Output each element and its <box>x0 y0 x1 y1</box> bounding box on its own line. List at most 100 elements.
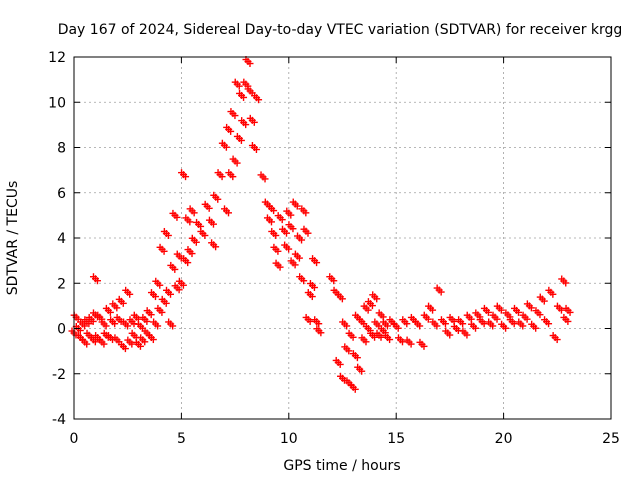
data-point <box>89 273 101 285</box>
data-point <box>289 198 301 210</box>
data-point <box>238 117 250 129</box>
data-point <box>147 289 159 301</box>
y-tick-label: 6 <box>57 186 66 202</box>
data-point <box>124 336 136 348</box>
x-tick-label: 0 <box>70 431 79 447</box>
data-point <box>480 304 492 316</box>
data-point <box>223 123 235 135</box>
data-point <box>354 363 366 375</box>
data-point <box>446 313 458 325</box>
data-point <box>304 289 316 301</box>
data-point <box>94 311 106 323</box>
data-point <box>298 205 310 217</box>
data-point <box>214 169 226 181</box>
x-tick-label: 10 <box>280 431 298 447</box>
data-point <box>349 350 361 362</box>
data-point <box>96 336 108 348</box>
data-point <box>536 293 548 305</box>
data-point <box>248 142 260 153</box>
data-point <box>156 243 168 255</box>
data-point <box>120 318 132 330</box>
data-point <box>227 108 239 120</box>
data-point <box>117 341 129 353</box>
data-point <box>182 214 194 226</box>
data-point <box>122 286 134 298</box>
data-point <box>246 114 258 126</box>
x-tick-label: 5 <box>177 431 186 447</box>
data-point <box>218 139 230 151</box>
data-point <box>420 311 432 323</box>
data-point <box>163 286 175 298</box>
data-point <box>549 332 561 344</box>
data-point <box>433 284 445 296</box>
data-point <box>201 200 213 212</box>
data-point <box>476 316 488 328</box>
data-point <box>126 316 138 328</box>
data-point <box>562 304 574 316</box>
grid-lines <box>74 57 611 419</box>
data-point <box>229 155 241 167</box>
data-point <box>130 311 142 323</box>
data-point <box>87 334 99 346</box>
data-point <box>506 316 518 328</box>
data-point <box>287 257 299 269</box>
data-point <box>193 218 205 230</box>
data-point <box>77 318 89 330</box>
data-point <box>143 307 155 319</box>
y-axis-ticks: -4 -2 0 2 4 6 8 10 12 <box>48 50 611 428</box>
data-point <box>205 216 217 228</box>
data-point <box>425 302 437 314</box>
data-point <box>390 320 402 332</box>
x-tick-label: 20 <box>495 431 513 447</box>
data-point <box>326 273 338 285</box>
data-point <box>360 302 372 314</box>
data-point <box>85 313 97 325</box>
data-point <box>296 273 308 285</box>
data-point <box>463 311 475 323</box>
y-tick-label: 10 <box>48 95 66 111</box>
data-point <box>169 209 181 221</box>
data-point <box>281 241 293 253</box>
data-point <box>79 336 91 348</box>
data-point <box>541 316 553 328</box>
data-point <box>208 239 220 251</box>
data-point <box>171 282 183 294</box>
data-point <box>158 295 170 307</box>
data-point <box>109 300 121 312</box>
data-point <box>115 295 127 307</box>
data-point <box>371 318 383 330</box>
data-point <box>236 89 248 101</box>
data-point <box>515 318 527 330</box>
data-point <box>102 304 114 316</box>
data-point <box>145 332 157 344</box>
data-point <box>468 320 480 332</box>
data-point <box>154 304 166 316</box>
data-point <box>294 232 306 244</box>
data-point <box>545 286 557 298</box>
data-point <box>279 225 291 237</box>
data-point <box>272 259 284 271</box>
data-point <box>225 169 237 181</box>
data-point <box>375 309 387 321</box>
data-point <box>175 277 187 289</box>
y-tick-label: -4 <box>52 412 66 428</box>
data-point <box>394 334 406 346</box>
data-point <box>81 316 93 328</box>
data-point <box>399 316 411 328</box>
data-point <box>339 318 351 330</box>
data-point <box>442 327 454 339</box>
data-point <box>302 313 314 325</box>
y-tick-label: -2 <box>52 367 66 383</box>
data-point <box>403 336 415 348</box>
data-point <box>367 329 379 341</box>
data-point <box>167 261 179 273</box>
x-tick-label: 15 <box>387 431 405 447</box>
data-point <box>345 329 357 341</box>
data-point <box>291 250 303 262</box>
data-point <box>270 243 282 255</box>
x-axis-ticks: 0 5 10 15 20 25 <box>70 57 620 447</box>
data-point <box>450 323 462 334</box>
data-point <box>263 214 275 226</box>
data-point <box>197 227 209 239</box>
